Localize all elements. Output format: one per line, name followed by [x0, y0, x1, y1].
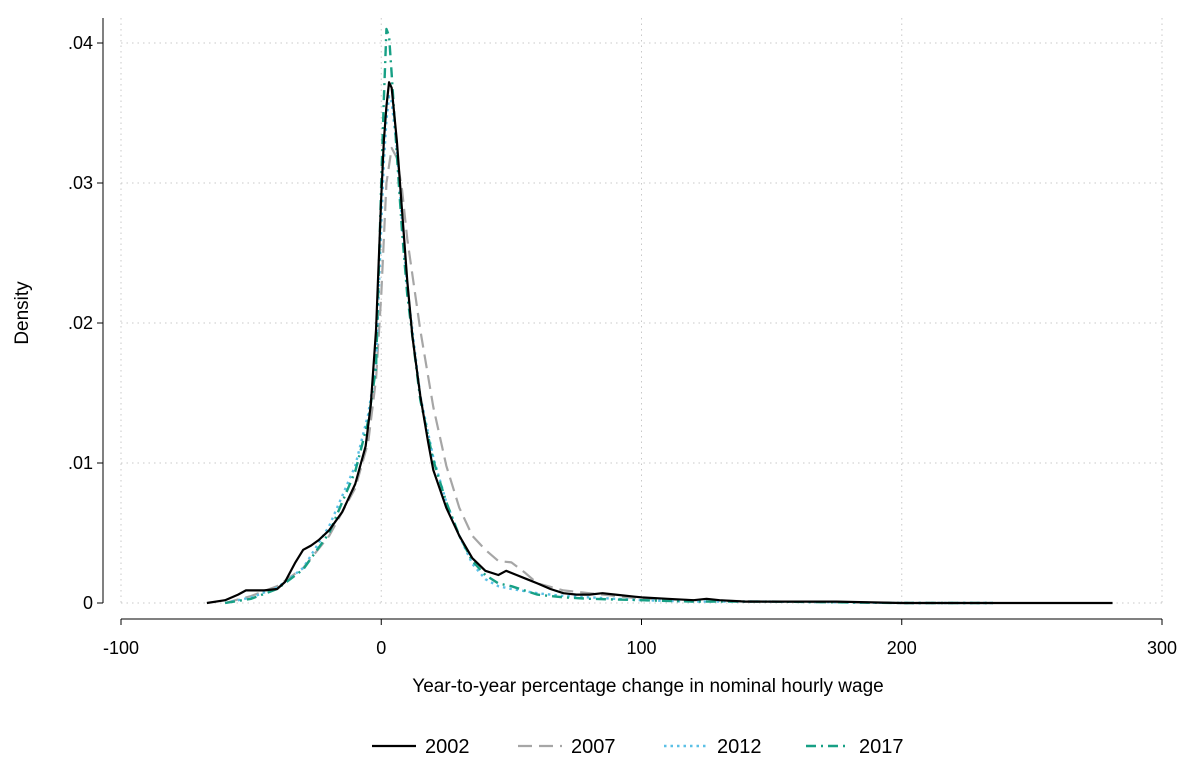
legend-label-2017: 2017: [859, 736, 904, 758]
axes: 0 .01 .02 .03 .04 -100 0 100 200 300: [68, 18, 1177, 658]
series-line-2002: [206, 81, 1113, 605]
y-tick-label: .02: [68, 313, 93, 333]
legend-label-2002: 2002: [425, 736, 470, 758]
legend-label-2007: 2007: [571, 736, 616, 758]
y-tick-label: .04: [68, 33, 93, 53]
x-tick-label: 100: [626, 638, 656, 658]
series-line-2007: [224, 146, 993, 605]
legend-label-2012: 2012: [717, 736, 762, 758]
series-line-2017: [224, 27, 993, 605]
x-tick-label: -100: [103, 638, 139, 658]
x-axis-title: Year-to-year percentage change in nomina…: [412, 676, 883, 697]
y-axis-title: Density: [12, 281, 33, 345]
legend: 2002 2007 2012 2017: [372, 736, 904, 758]
x-tick-label: 300: [1147, 638, 1177, 658]
y-tick-label: .03: [68, 173, 93, 193]
series-lines: [206, 27, 1113, 605]
y-tick-label: .01: [68, 453, 93, 473]
x-tick-label: 0: [376, 638, 386, 658]
y-tick-label: 0: [83, 593, 93, 613]
x-tick-label: 200: [887, 638, 917, 658]
